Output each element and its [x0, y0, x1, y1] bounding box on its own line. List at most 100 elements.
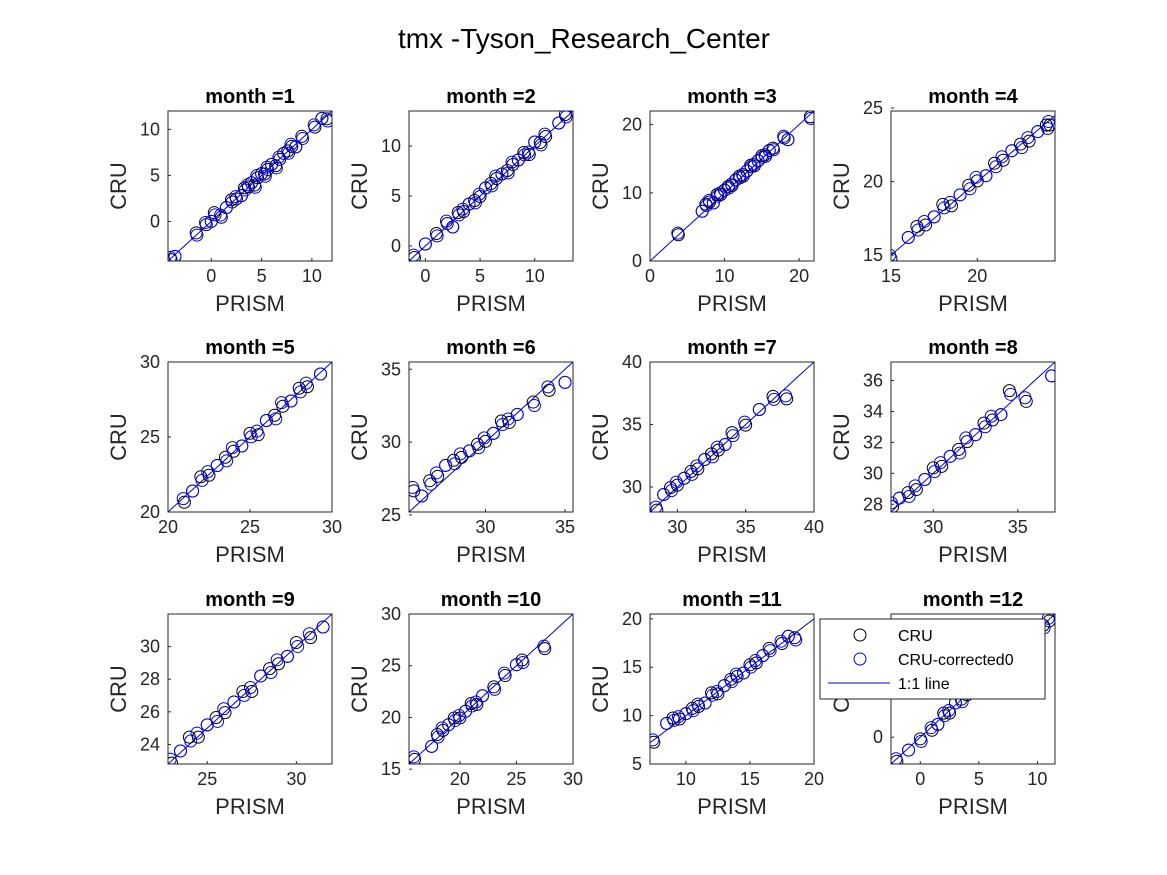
subplot-title: month =6 — [446, 337, 535, 359]
x-tick-label: 5 — [257, 266, 267, 286]
y-tick-label: 25 — [381, 505, 401, 525]
cru-corrected-point — [726, 429, 740, 443]
cru-corrected-point — [264, 666, 278, 680]
x-axis-label: PRISM — [456, 794, 526, 819]
subplot-month-9: 25 30 24 26 28 30 month =9 PRISM CRU — [106, 589, 333, 819]
subplot-title: month =7 — [687, 337, 776, 359]
legend-marker-circle — [853, 652, 867, 666]
cru-corrected-point — [418, 237, 432, 251]
cru-corrected-point — [489, 169, 503, 183]
x-tick-label: 5 — [974, 769, 984, 789]
y-tick-label: 30 — [140, 352, 160, 372]
subplot-month-7: 30 35 40 30 35 40 month =7 PRISM CRU — [588, 337, 824, 567]
x-tick-label: 30 — [563, 769, 583, 789]
y-tick-label: 30 — [622, 477, 642, 497]
cru-corrected-point — [435, 721, 449, 735]
x-tick-label: 5 — [475, 266, 485, 286]
subplot-title: month =5 — [205, 337, 294, 359]
cru-corrected-point — [269, 412, 283, 426]
cru-corrected-point — [465, 699, 479, 713]
cru-corrected-point — [439, 458, 453, 472]
cru-corrected-point — [510, 407, 524, 421]
y-tick-label: 5 — [150, 165, 160, 185]
plot-area — [891, 114, 1055, 261]
y-tick-label: 20 — [622, 609, 642, 629]
subplot-month-3: 0 10 20 0 10 20 month =3 PRISM CRU — [588, 86, 815, 316]
cru-corrected-point — [184, 734, 198, 748]
cru-corrected-point — [953, 188, 967, 202]
x-tick-label: 25 — [506, 769, 526, 789]
cru-corrected-point — [425, 739, 439, 753]
y-tick-label: 5 — [632, 754, 642, 774]
cru-point — [803, 111, 814, 124]
x-tick-label: 10 — [715, 266, 735, 286]
subplot-title: month =1 — [205, 86, 294, 108]
cru-corrected-point — [235, 439, 249, 453]
x-tick-label: 30 — [475, 517, 495, 537]
one-to-one-line — [650, 111, 814, 261]
subplot-title: month =10 — [441, 589, 542, 611]
cru-corrected-point — [908, 479, 922, 493]
cru-corrected-point — [995, 150, 1009, 164]
cru-corrected-point — [1015, 141, 1029, 155]
cru-corrected-point — [541, 380, 555, 394]
cru-corrected-point — [302, 627, 316, 641]
y-tick-label: 35 — [622, 415, 642, 435]
x-axis-label: PRISM — [456, 542, 526, 567]
y-tick-label: 30 — [863, 463, 883, 483]
x-tick-label: 20 — [450, 769, 470, 789]
y-tick-label: 10 — [381, 136, 401, 156]
y-tick-label: 30 — [381, 604, 401, 624]
x-tick-label: 0 — [206, 266, 216, 286]
cru-corrected-point — [671, 226, 685, 240]
cru-corrected-point — [314, 367, 328, 381]
cru-corrected-point — [933, 456, 947, 470]
cru-corrected-point — [217, 702, 231, 716]
y-axis-label: CRU — [347, 162, 372, 210]
x-tick-label: 25 — [197, 769, 217, 789]
cru-corrected-point — [275, 396, 289, 410]
x-tick-label: 0 — [645, 266, 655, 286]
y-tick-label: 20 — [140, 502, 160, 522]
cru-point — [409, 484, 421, 498]
subplot-title: month =12 — [923, 589, 1024, 611]
legend-marker-circle — [853, 628, 867, 642]
subplot-month-6: 30 35 25 30 35 month =6 PRISM CRU — [347, 337, 575, 567]
plot-area — [168, 614, 332, 764]
y-tick-label: 30 — [381, 432, 401, 452]
cru-corrected-point — [969, 170, 983, 184]
x-tick-label: 10 — [525, 266, 545, 286]
cru-corrected-point — [928, 465, 942, 479]
y-axis-label: CRU — [347, 665, 372, 713]
y-tick-label: 5 — [391, 186, 401, 206]
y-axis-label: CRU — [106, 162, 131, 210]
cru-corrected-point — [657, 488, 671, 501]
cru-corrected-point — [284, 394, 298, 408]
subplot-month-11: 10 15 20 5 10 15 20 month =11 PRISM CRU — [588, 589, 824, 819]
cru-corrected-point — [272, 150, 286, 164]
cru-corrected-point — [722, 181, 736, 195]
subplot-month-4: 15 20 15 20 25 month =4 PRISM CRU — [829, 86, 1056, 316]
cru-corrected-point — [1021, 131, 1035, 145]
cru-corrected-point — [307, 118, 321, 132]
cru-corrected-point — [453, 447, 467, 461]
cru-corrected-point — [210, 714, 224, 728]
cru-corrected-point — [667, 713, 681, 727]
axes-box — [890, 110, 1056, 262]
x-axis-label: PRISM — [697, 291, 767, 316]
cru-corrected-point — [173, 744, 187, 758]
y-tick-label: 20 — [381, 707, 401, 727]
cru-point — [409, 251, 421, 261]
cru-corrected-point — [733, 171, 747, 185]
legend-box — [819, 618, 1046, 700]
cru-corrected-point — [756, 649, 770, 663]
cru-corrected-point — [280, 649, 294, 663]
y-axis-label: CRU — [829, 413, 854, 461]
cru-corrected-point — [1045, 369, 1055, 383]
y-axis-label: CRU — [106, 413, 131, 461]
x-tick-label: 40 — [804, 517, 824, 537]
y-axis-label: CRU — [347, 413, 372, 461]
cru-corrected-point — [258, 169, 272, 183]
subplot-month-10: 20 25 30 15 20 25 30 month =10 PRISM CRU — [347, 589, 583, 819]
x-tick-label: 15 — [740, 769, 760, 789]
